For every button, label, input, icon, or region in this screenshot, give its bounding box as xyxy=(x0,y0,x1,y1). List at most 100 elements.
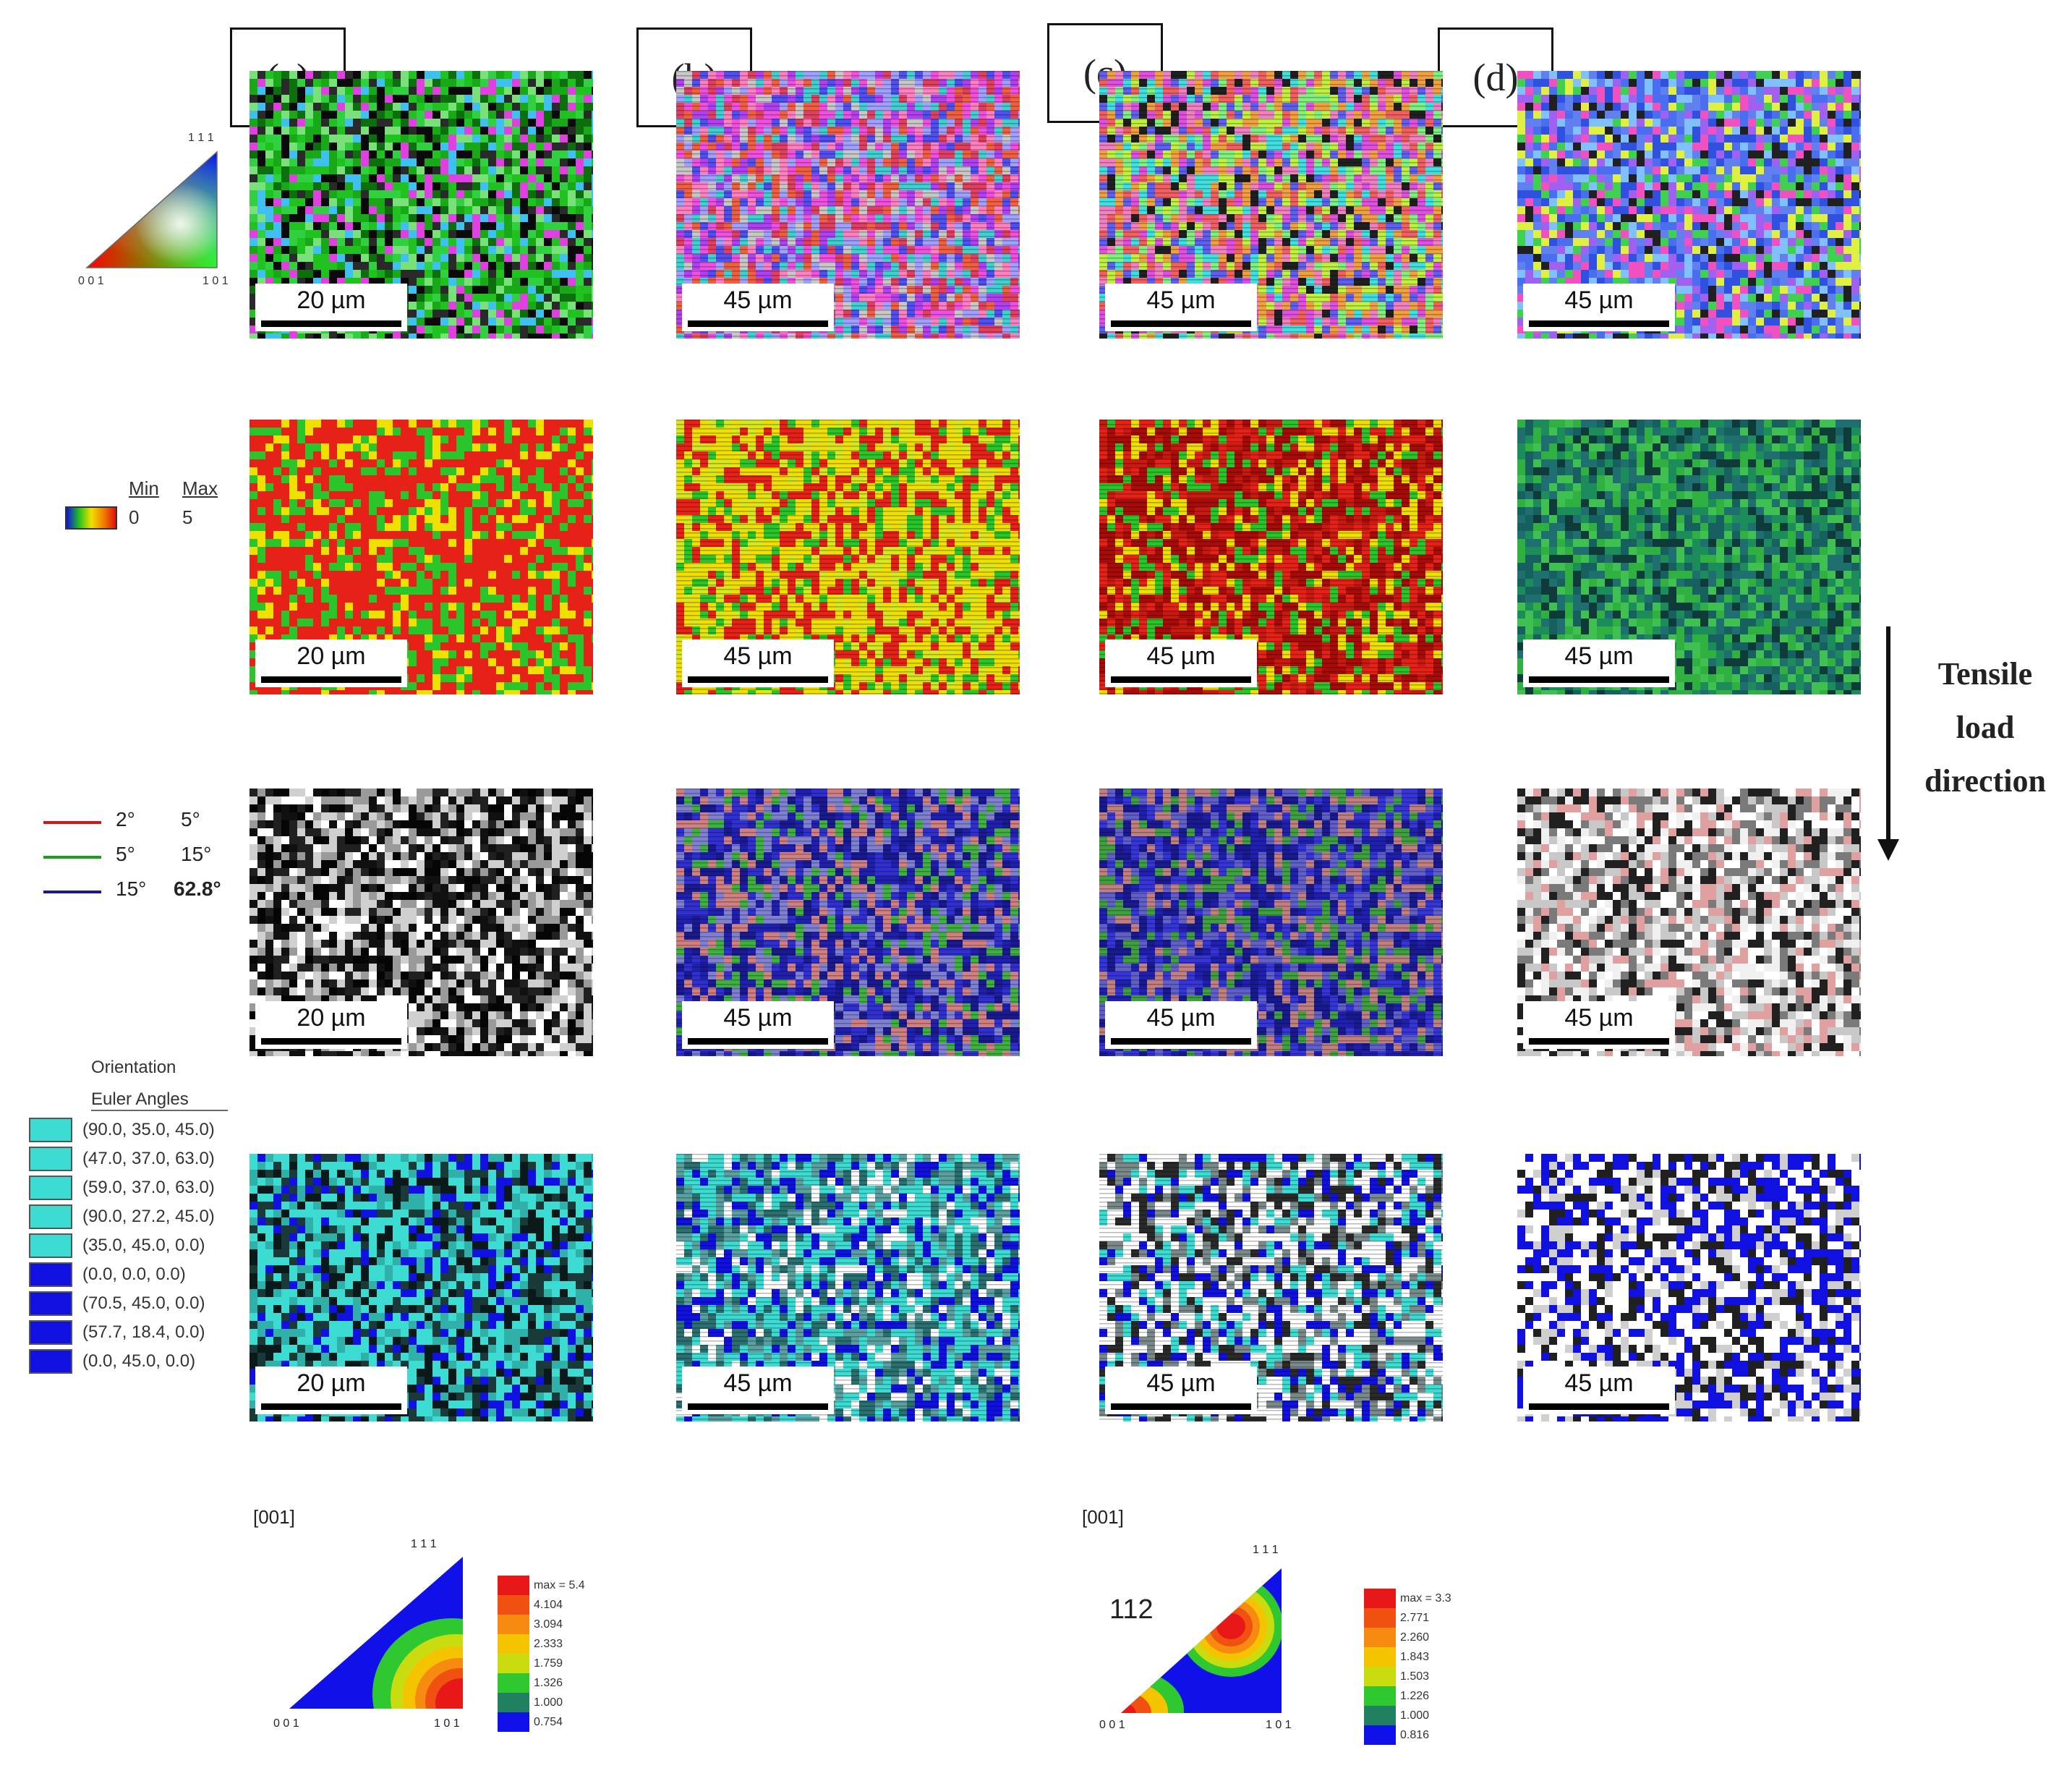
scale-bar: 20 µm xyxy=(255,1367,407,1414)
orientation-legend-item: (57.7, 18.4, 0.0) xyxy=(29,1318,205,1347)
scale-bar-line xyxy=(1111,1038,1251,1045)
scale-bar: 45 µm xyxy=(1523,1001,1675,1049)
scale-bar-label: 45 µm xyxy=(723,642,792,670)
colorbar-label: 4.104 xyxy=(534,1599,563,1612)
scale-bar: 45 µm xyxy=(1523,1367,1675,1414)
boundary-legend: 2° 5° 5° 15° 15° 62.8° xyxy=(43,807,253,915)
colorbar-level: 0.754 xyxy=(498,1712,585,1732)
orientation-swatch xyxy=(29,1204,72,1229)
arrow-label-line-1: Tensile xyxy=(1902,647,2068,701)
orientation-swatch xyxy=(29,1349,72,1374)
colorbar-swatch xyxy=(498,1576,529,1595)
scale-bar-label: 45 µm xyxy=(723,1369,792,1397)
ebsd-map-kam-b: 45 µm xyxy=(676,420,1020,694)
colorbar-swatch xyxy=(498,1615,529,1634)
colorbar-level: 2.333 xyxy=(498,1634,585,1654)
orientation-swatch xyxy=(29,1233,72,1258)
scale-bar-line xyxy=(688,1038,828,1045)
orientation-legend-item: (90.0, 27.2, 45.0) xyxy=(29,1202,215,1231)
colorbar-swatch xyxy=(1364,1608,1396,1628)
colorbar-level: 1.759 xyxy=(498,1654,585,1673)
scale-bar: 45 µm xyxy=(682,1001,834,1049)
scale-bar: 45 µm xyxy=(682,1367,834,1414)
colorbar-swatch xyxy=(1364,1667,1396,1686)
pole-figure-c: [001] 112 1 1 1 0 0 1 1 0 1 max = 3.3 2.7… xyxy=(1082,1506,1487,1745)
colorbar-level: 0.816 xyxy=(1364,1725,1451,1745)
scale-bar-line xyxy=(688,1403,828,1410)
scale-bar-label: 20 µm xyxy=(297,1369,365,1397)
scale-bar-line xyxy=(261,676,401,683)
scale-bar: 20 µm xyxy=(255,639,407,687)
colorbar-swatch xyxy=(498,1634,529,1654)
arrow-label-line-2: load xyxy=(1902,701,2068,755)
orientation-label: (57.7, 18.4, 0.0) xyxy=(82,1322,205,1343)
kam-colorbar xyxy=(65,506,117,530)
scale-bar-line xyxy=(261,320,401,327)
orientation-legend-item: (90.0, 35.0, 45.0) xyxy=(29,1115,215,1144)
tensile-arrow-shaft xyxy=(1886,626,1890,843)
boundary-mid-from: 5° xyxy=(116,843,135,866)
scale-bar: 20 µm xyxy=(255,284,407,331)
boundary-high-to: 62.8° xyxy=(174,877,221,901)
orientation-legend-item: (47.0, 37.0, 63.0) xyxy=(29,1144,215,1173)
orientation-swatch xyxy=(29,1320,72,1345)
orientation-label: (90.0, 27.2, 45.0) xyxy=(82,1207,215,1227)
colorbar-level: 1.843 xyxy=(1364,1647,1451,1667)
pole-figure-c-colorbar: max = 3.3 2.771 2.260 1.843 1.503 1.226 1.000 0… xyxy=(1364,1589,1451,1745)
scale-bar-line xyxy=(1111,320,1251,327)
colorbar-level: 1.226 xyxy=(1364,1686,1451,1706)
kam-min-label: Min xyxy=(129,477,159,500)
ipf-key-left-label: 0 0 1 xyxy=(78,275,104,288)
pole-figure-a-top: 1 1 1 xyxy=(411,1538,437,1551)
orientation-label: (47.0, 37.0, 63.0) xyxy=(82,1149,215,1169)
scale-bar-line xyxy=(1111,1403,1251,1410)
ebsd-map-ori-a: 20 µm xyxy=(250,1154,593,1421)
colorbar-level: 4.104 xyxy=(498,1595,585,1615)
colorbar-label: max = 3.3 xyxy=(1400,1592,1451,1605)
colorbar-swatch xyxy=(1364,1706,1396,1725)
colorbar-swatch xyxy=(498,1693,529,1712)
pole-figure-a-left: 0 0 1 xyxy=(273,1717,299,1730)
scale-bar-label: 45 µm xyxy=(1564,286,1633,314)
colorbar-level: 1.000 xyxy=(1364,1706,1451,1725)
orientation-legend-title: Orientation xyxy=(91,1058,176,1078)
tensile-arrow-label: Tensile load direction xyxy=(1902,647,2068,808)
kam-legend: Min 0 Max 5 xyxy=(65,477,231,535)
orientation-label: (90.0, 35.0, 45.0) xyxy=(82,1120,215,1140)
colorbar-swatch xyxy=(1364,1647,1396,1667)
scale-bar-line xyxy=(688,320,828,327)
colorbar-level: 1.326 xyxy=(498,1673,585,1693)
boundary-low-to: 5° xyxy=(181,808,200,831)
scale-bar: 45 µm xyxy=(1105,284,1257,331)
colorbar-label: 1.000 xyxy=(1400,1709,1429,1722)
colorbar-swatch xyxy=(1364,1589,1396,1608)
ebsd-map-ori-d: 45 µm xyxy=(1517,1154,1861,1421)
colorbar-level: max = 5.4 xyxy=(498,1576,585,1595)
colorbar-label: 1.226 xyxy=(1400,1690,1429,1703)
ebsd-map-gb-a: 20 µm xyxy=(250,789,593,1056)
colorbar-swatch xyxy=(498,1712,529,1732)
boundary-line-high xyxy=(43,891,101,893)
ebsd-map-ipf-c: 45 µm xyxy=(1099,71,1443,339)
orientation-label: (70.5, 45.0, 0.0) xyxy=(82,1293,205,1314)
scale-bar: 45 µm xyxy=(1105,1001,1257,1049)
scale-bar-line xyxy=(261,1403,401,1410)
scale-bar-label: 45 µm xyxy=(1146,1369,1215,1397)
scale-bar-label: 45 µm xyxy=(723,1004,792,1032)
colorbar-label: 1.759 xyxy=(534,1657,563,1670)
ipf-color-key: 1 1 1 0 0 1 1 0 1 xyxy=(72,132,246,297)
colorbar-label: 1.326 xyxy=(534,1677,563,1690)
colorbar-label: 0.816 xyxy=(1400,1729,1429,1742)
scale-bar-label: 20 µm xyxy=(297,286,365,314)
colorbar-swatch xyxy=(1364,1725,1396,1745)
orientation-label: (0.0, 0.0, 0.0) xyxy=(82,1265,186,1285)
ebsd-map-gb-c: 45 µm xyxy=(1099,789,1443,1056)
pole-figure-a-direction: [001] xyxy=(253,1506,295,1529)
scale-bar: 45 µm xyxy=(1523,639,1675,687)
colorbar-swatch xyxy=(1364,1628,1396,1647)
orientation-swatch xyxy=(29,1118,72,1142)
scale-bar: 45 µm xyxy=(1523,284,1675,331)
scale-bar: 20 µm xyxy=(255,1001,407,1049)
boundary-mid-to: 15° xyxy=(181,843,211,866)
boundary-line-mid xyxy=(43,856,101,859)
